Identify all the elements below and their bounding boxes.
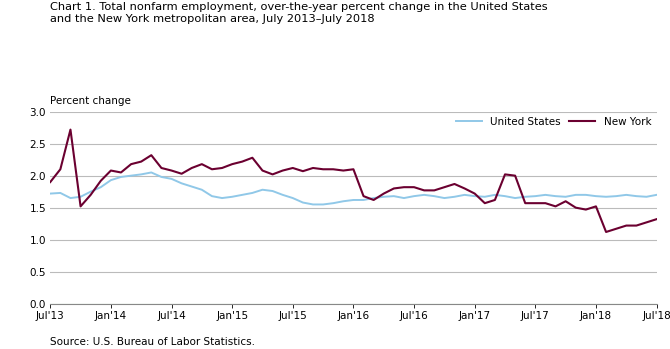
Line: New York: New York [50, 129, 657, 232]
Text: Source: U.S. Bureau of Labor Statistics.: Source: U.S. Bureau of Labor Statistics. [50, 337, 255, 347]
United States [592, 194, 600, 198]
United States [46, 192, 54, 196]
United States [147, 170, 155, 174]
New York [602, 230, 610, 234]
Text: Percent change: Percent change [50, 96, 131, 106]
New York [269, 172, 277, 177]
New York [198, 162, 206, 166]
New York [46, 180, 54, 184]
New York [380, 192, 388, 196]
United States [178, 181, 186, 185]
New York [420, 188, 428, 193]
New York [653, 217, 661, 221]
United States [653, 193, 661, 197]
United States [269, 189, 277, 193]
United States [198, 188, 206, 192]
United States [390, 194, 398, 198]
Line: United States: United States [50, 172, 657, 205]
Legend: United States, New York: United States, New York [456, 117, 651, 127]
United States [430, 194, 438, 198]
Text: Chart 1. Total nonfarm employment, over-the-year percent change in the United St: Chart 1. Total nonfarm employment, over-… [50, 2, 548, 24]
New York [66, 127, 74, 132]
United States [309, 202, 317, 207]
New York [178, 172, 186, 176]
New York [582, 207, 590, 211]
